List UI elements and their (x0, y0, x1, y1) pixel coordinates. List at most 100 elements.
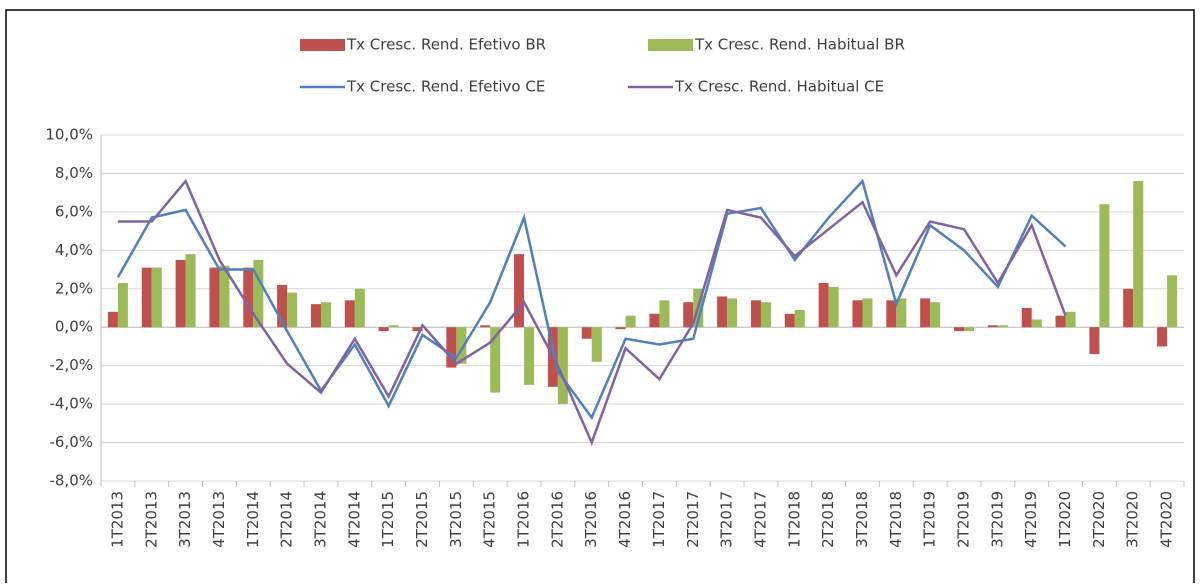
bar (659, 300, 670, 328)
bar (219, 265, 230, 328)
y-tick-label: -8,0% (49, 472, 93, 490)
bar (896, 298, 907, 328)
x-tick-label: 3T2014 (311, 491, 329, 548)
bar (446, 327, 457, 368)
x-tick-label: 3T2017 (718, 491, 736, 548)
bar (683, 302, 694, 328)
x-tick-label: 2T2014 (278, 491, 296, 548)
bar (1167, 275, 1178, 328)
x-tick-label: 1T2020 (1056, 491, 1074, 548)
line (116, 178, 1067, 421)
bar (1133, 181, 1144, 328)
bar (388, 325, 399, 328)
bar (625, 315, 636, 328)
y-tick-label: 0,0% (55, 318, 93, 336)
bar (277, 284, 288, 328)
bar (964, 327, 975, 332)
bar (456, 327, 467, 364)
x-tick-label: 3T2018 (853, 491, 871, 548)
bar (310, 304, 321, 328)
bar (954, 327, 965, 332)
bar (141, 267, 152, 328)
y-tick-label: -6,0% (49, 433, 93, 451)
bar (1089, 327, 1100, 355)
x-tick-label: 4T2020 (1158, 491, 1176, 548)
bar (1031, 319, 1042, 328)
bar (717, 296, 728, 328)
bar (591, 327, 602, 362)
x-tick-label: 1T2015 (379, 491, 397, 548)
bar (185, 254, 196, 328)
bar (524, 327, 535, 385)
bar (615, 327, 626, 330)
bar (1099, 204, 1110, 328)
bar (886, 300, 897, 328)
x-tick-label: 4T2015 (481, 491, 499, 548)
bar (107, 311, 118, 328)
x-tick-label: 4T2016 (616, 491, 634, 548)
x-tick-label: 2T2016 (548, 491, 566, 548)
x-tick-label: 1T2013 (108, 491, 126, 548)
bar (354, 288, 365, 328)
x-tick-label: 2T2013 (142, 491, 160, 548)
y-tick-label: 6,0% (55, 202, 93, 220)
bar (480, 325, 491, 328)
bar (1065, 311, 1076, 328)
bar (1157, 327, 1168, 347)
bar (344, 300, 355, 328)
line (117, 178, 1067, 446)
bar (243, 267, 254, 328)
bar (649, 313, 660, 328)
bar (412, 327, 423, 332)
x-tick-label: 4T2017 (751, 491, 769, 548)
y-tick-label: 4,0% (55, 241, 93, 259)
x-tick-label: 3T2019 (988, 491, 1006, 548)
bar (175, 259, 186, 328)
x-tick-label: 4T2013 (210, 491, 228, 548)
bar (253, 259, 264, 328)
bar (581, 327, 592, 339)
chart-border (5, 9, 1195, 587)
x-tick-label: 2T2015 (413, 491, 431, 548)
bar (784, 313, 795, 328)
legend-swatch (648, 39, 693, 51)
legend-label: Tx Cresc. Rend. Habitual BR (694, 36, 905, 54)
bar (320, 302, 331, 328)
y-tick-label: -2,0% (49, 356, 93, 374)
x-tick-label: 2T2018 (819, 491, 837, 548)
x-tick-label: 2T2017 (684, 491, 702, 548)
bar (997, 325, 1008, 328)
bar (920, 298, 931, 328)
y-tick-label: 10,0% (45, 126, 93, 144)
x-tick-label: 4T2018 (887, 491, 905, 548)
legend-label: Tx Cresc. Rend. Efetivo BR (346, 36, 546, 54)
x-tick-label: 1T2018 (785, 491, 803, 548)
bar (557, 327, 568, 405)
bar (209, 267, 220, 328)
x-tick-label: 1T2014 (244, 491, 262, 548)
legend-label: Tx Cresc. Rend. Habitual CE (674, 78, 884, 96)
x-tick-label: 2T2020 (1090, 491, 1108, 548)
bar (1123, 288, 1134, 328)
x-tick-label: 1T2016 (515, 491, 533, 548)
bar (287, 292, 298, 328)
legend-swatch (300, 39, 345, 51)
bar (828, 286, 839, 328)
bar (378, 327, 389, 332)
bar (514, 254, 525, 328)
bar (490, 327, 501, 393)
bar (862, 298, 873, 328)
bar (1021, 308, 1032, 328)
bar (760, 302, 771, 328)
x-tick-label: 3T2020 (1124, 491, 1142, 548)
bar (852, 300, 863, 328)
x-tick-label: 4T2014 (345, 491, 363, 548)
x-tick-label: 1T2019 (921, 491, 939, 548)
x-tick-label: 3T2013 (176, 491, 194, 548)
bar (1055, 315, 1066, 328)
legend-label: Tx Cresc. Rend. Efetivo CE (346, 78, 545, 96)
bar (794, 309, 805, 328)
x-tick-label: 3T2015 (447, 491, 465, 548)
bar (151, 267, 162, 328)
